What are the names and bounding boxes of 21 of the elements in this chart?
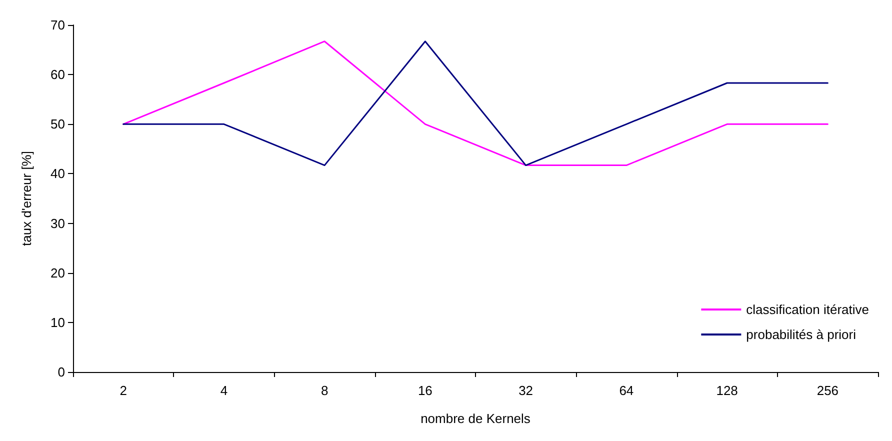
x-tick-label: 128 xyxy=(716,383,738,398)
x-tick-label: 32 xyxy=(518,383,534,398)
legend-label: classification itérative xyxy=(746,302,869,317)
x-tick-label: 2 xyxy=(120,383,127,398)
y-tick-label: 30 xyxy=(50,216,65,231)
y-tick-label: 50 xyxy=(50,116,65,132)
y-tick-label: 60 xyxy=(50,67,65,82)
y-tick-label: 10 xyxy=(50,314,65,330)
x-tick-label: 16 xyxy=(418,383,432,398)
x-axis-title: nombre de Kernels xyxy=(420,411,531,426)
legend-label: probabilités à priori xyxy=(746,327,856,342)
y-axis-title: taux d'erreur [%] xyxy=(19,151,34,246)
x-tick-label: 8 xyxy=(320,383,328,398)
y-tick-label: 0 xyxy=(58,364,65,380)
x-tick-label: 256 xyxy=(816,383,839,398)
line-series xyxy=(122,40,828,166)
y-tick-label: 20 xyxy=(50,265,65,280)
x-tick-label: 4 xyxy=(220,383,228,398)
y-tick-label: 70 xyxy=(50,18,65,32)
y-tick-label: 40 xyxy=(50,166,65,182)
x-tick-label: 64 xyxy=(619,383,634,398)
